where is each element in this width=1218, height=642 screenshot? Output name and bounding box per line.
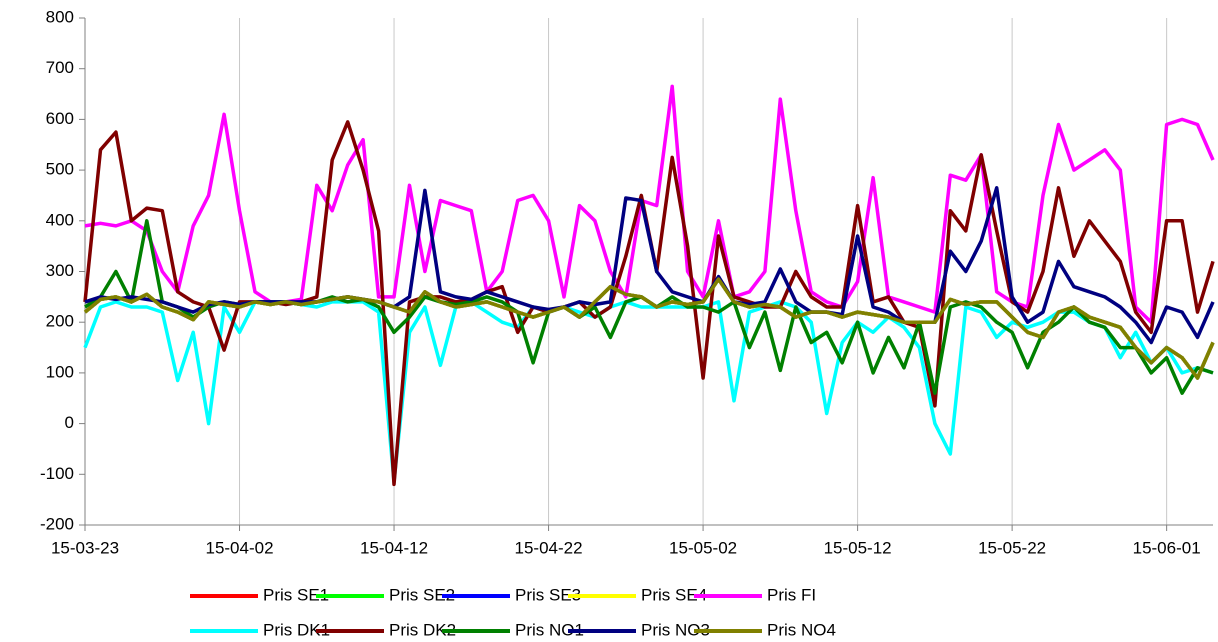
x-tick-label: 15-05-12 (824, 538, 892, 557)
y-tick-label: 500 (46, 160, 74, 179)
series-line (83, 277, 1215, 380)
y-tick-label: 600 (46, 109, 74, 128)
y-tick-label: 400 (46, 210, 74, 229)
legend-label: Pris FI (767, 585, 816, 604)
legend-label: Pris SE2 (389, 585, 455, 604)
x-tick-label: 15-05-02 (669, 538, 737, 557)
x-tick-label: 15-05-22 (978, 538, 1046, 557)
series-line (84, 186, 1215, 345)
legend-label: Pris DK1 (263, 620, 330, 639)
y-tick-label: 0 (65, 413, 74, 432)
series-line (83, 277, 1215, 380)
y-tick-label: 100 (46, 362, 74, 381)
x-tick-label: 15-04-22 (515, 538, 583, 557)
series-line (83, 277, 1215, 380)
y-tick-label: 300 (46, 261, 74, 280)
legend-label: Pris SE3 (515, 585, 581, 604)
y-tick-label: 200 (46, 312, 74, 331)
y-tick-label: 700 (46, 58, 74, 77)
y-tick-label: -200 (40, 514, 74, 533)
series-line (83, 300, 1214, 484)
legend-label: Pris NO1 (515, 620, 584, 639)
series-line (84, 84, 1215, 324)
x-tick-label: 15-04-02 (205, 538, 273, 557)
y-tick-label: 800 (46, 7, 74, 26)
legend-label: Pris SE4 (641, 585, 707, 604)
x-tick-label: 15-06-01 (1133, 538, 1201, 557)
x-tick-label: 15-03-23 (51, 538, 119, 557)
legend-label: Pris SE1 (263, 585, 329, 604)
x-tick-label: 15-04-12 (360, 538, 428, 557)
y-tick-label: -100 (40, 464, 74, 483)
legend-label: Pris DK2 (389, 620, 456, 639)
legend-label: Pris NO4 (767, 620, 836, 639)
series-line (83, 277, 1215, 380)
legend-label: Pris NO3 (641, 620, 710, 639)
series-line (83, 277, 1215, 380)
